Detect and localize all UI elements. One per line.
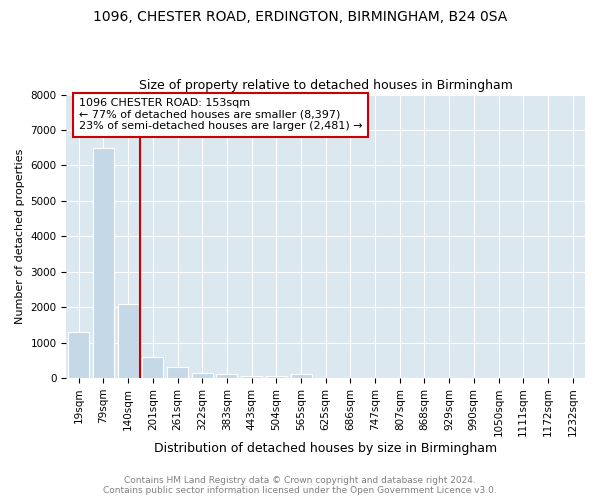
Bar <box>192 372 213 378</box>
Title: Size of property relative to detached houses in Birmingham: Size of property relative to detached ho… <box>139 79 512 92</box>
Bar <box>93 148 114 378</box>
Bar <box>217 374 238 378</box>
Bar <box>241 376 262 378</box>
Text: 1096 CHESTER ROAD: 153sqm
← 77% of detached houses are smaller (8,397)
23% of se: 1096 CHESTER ROAD: 153sqm ← 77% of detac… <box>79 98 362 132</box>
Bar <box>266 376 287 378</box>
Bar <box>68 332 89 378</box>
Text: 1096, CHESTER ROAD, ERDINGTON, BIRMINGHAM, B24 0SA: 1096, CHESTER ROAD, ERDINGTON, BIRMINGHA… <box>93 10 507 24</box>
Bar <box>167 368 188 378</box>
Bar <box>118 304 139 378</box>
Bar <box>142 356 163 378</box>
Text: Contains HM Land Registry data © Crown copyright and database right 2024.
Contai: Contains HM Land Registry data © Crown c… <box>103 476 497 495</box>
Y-axis label: Number of detached properties: Number of detached properties <box>15 148 25 324</box>
X-axis label: Distribution of detached houses by size in Birmingham: Distribution of detached houses by size … <box>154 442 497 455</box>
Bar <box>290 374 311 378</box>
